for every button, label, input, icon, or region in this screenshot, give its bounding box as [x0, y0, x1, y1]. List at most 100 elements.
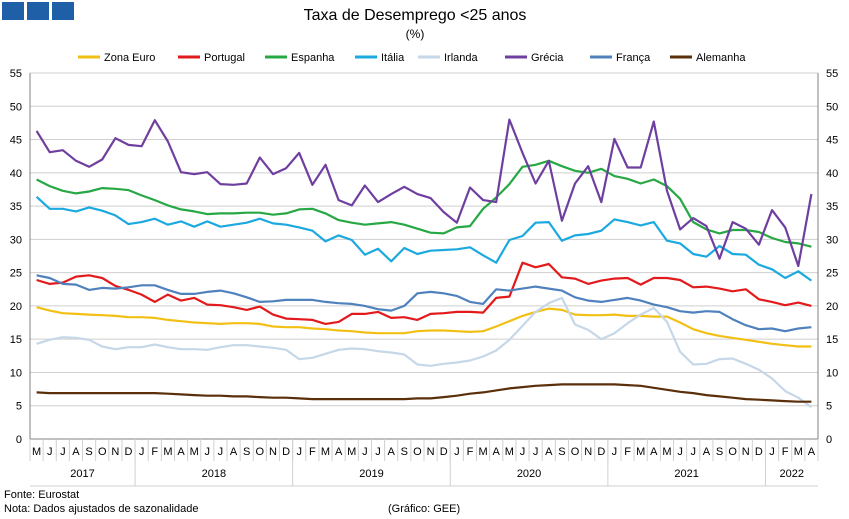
legend-label-portugal: Portugal	[204, 52, 245, 64]
x-tick-label: J	[690, 446, 696, 458]
y-tick-label-left: 10	[10, 367, 22, 379]
y-tick-label-right: 40	[826, 168, 838, 180]
y-tick-label-left: 0	[16, 434, 22, 446]
x-tick-label: M	[662, 446, 671, 458]
x-tick-label: J	[47, 446, 53, 458]
legend-label-grecia: Grécia	[531, 52, 564, 64]
x-tick-label: M	[636, 446, 645, 458]
gee-logo	[2, 2, 74, 20]
x-tick-label: A	[808, 446, 816, 458]
x-tick-label: O	[256, 446, 265, 458]
x-tick-label: D	[755, 446, 763, 458]
year-label: 2021	[674, 468, 698, 480]
y-tick-label-right: 30	[826, 234, 838, 246]
x-tick-label: J	[677, 446, 683, 458]
x-tick-label: M	[163, 446, 172, 458]
series-line-irlanda	[36, 296, 813, 408]
footer-credit: (Gráfico: GEE)	[388, 503, 461, 515]
series-line-italia	[35, 195, 813, 282]
x-tick-label: D	[597, 446, 605, 458]
x-tick-label: M	[32, 446, 41, 458]
x-tick-label: J	[205, 446, 211, 458]
x-tick-label: J	[60, 446, 66, 458]
y-tick-label-left: 20	[10, 301, 22, 313]
x-tick-label: M	[347, 446, 356, 458]
series-line-grecia	[35, 118, 813, 268]
x-tick-label: A	[177, 446, 185, 458]
legend-label-irlanda: Irlanda	[444, 52, 479, 64]
chart-title: Taxa de Desemprego <25 anos	[304, 7, 527, 24]
y-tick-label-right: 45	[826, 135, 838, 147]
year-label: 2018	[202, 468, 226, 480]
year-label: 2019	[359, 468, 383, 480]
gridlines	[30, 72, 818, 407]
logo-block-2	[27, 2, 49, 20]
x-tick-label: O	[413, 446, 422, 458]
series-line-franca	[36, 274, 812, 333]
x-tick-label: D	[282, 446, 290, 458]
x-tick-label: F	[624, 446, 631, 458]
y-tick-label-right: 15	[826, 334, 838, 346]
y-tick-label-left: 30	[10, 234, 22, 246]
x-tick-label: A	[335, 446, 343, 458]
x-tick-label: N	[427, 446, 435, 458]
x-tick-label: M	[190, 446, 199, 458]
x-tick-label: N	[269, 446, 277, 458]
x-tick-label: O	[728, 446, 737, 458]
y-tick-label-right: 35	[826, 201, 838, 213]
x-tick-label: O	[571, 446, 580, 458]
legend-label-franca: França	[616, 52, 651, 64]
x-tick-label: F	[782, 446, 789, 458]
x-tick-label: A	[493, 446, 501, 458]
y-tick-label-left: 15	[10, 334, 22, 346]
y-tick-label-left: 45	[10, 135, 22, 147]
footer-note: Nota: Dados ajustados de sazonalidade	[4, 503, 199, 515]
y-tick-label-right: 50	[826, 101, 838, 113]
x-tick-label: A	[545, 446, 553, 458]
x-tick-label: M	[794, 446, 803, 458]
x-tick-label: J	[139, 446, 145, 458]
x-tick-label: N	[742, 446, 750, 458]
y-tick-label-left: 55	[10, 68, 22, 80]
y-tick-label-left: 5	[16, 401, 22, 413]
y-axis-left: 0 5 10 15 20 25 30 35 40 45 50 55	[10, 68, 31, 446]
y-tick-label-right: 20	[826, 301, 838, 313]
x-tick-label: N	[584, 446, 592, 458]
series-line-alemanha	[36, 383, 812, 403]
y-tick-label-left: 40	[10, 168, 22, 180]
x-tick-label: O	[98, 446, 107, 458]
y-tick-label-left: 35	[10, 201, 22, 213]
year-label: 2017	[70, 468, 94, 480]
legend-label-espanha: Espanha	[291, 52, 335, 64]
x-tick-label: D	[125, 446, 133, 458]
x-tick-label: F	[309, 446, 316, 458]
series-line-espanha	[36, 159, 812, 248]
footer-source: Fonte: Eurostat	[4, 489, 80, 501]
x-tick-label: J	[362, 446, 368, 458]
chart-legend: Zona Euro Portugal Espanha Itália Irlanda Gré…	[78, 52, 746, 64]
x-tick-label: S	[401, 446, 408, 458]
x-tick-label: A	[72, 446, 80, 458]
x-tick-label: A	[703, 446, 711, 458]
y-tick-label-left: 25	[10, 268, 22, 280]
x-tick-label: S	[716, 446, 723, 458]
y-tick-label-right: 0	[826, 434, 832, 446]
logo-block-3	[52, 2, 74, 20]
x-tick-label: J	[454, 446, 460, 458]
x-tick-label: J	[296, 446, 302, 458]
year-label: 2020	[517, 468, 541, 480]
x-tick-label: A	[230, 446, 238, 458]
legend-label-zona-euro: Zona Euro	[104, 52, 155, 64]
x-tick-label: S	[558, 446, 565, 458]
x-tick-label: J	[520, 446, 526, 458]
y-tick-label-right: 55	[826, 68, 838, 80]
x-tick-label: J	[533, 446, 539, 458]
y-tick-label-right: 10	[826, 367, 838, 379]
x-tick-label: J	[612, 446, 618, 458]
series-lines	[35, 118, 813, 408]
x-tick-label: S	[243, 446, 250, 458]
year-label: 2022	[779, 468, 803, 480]
x-tick-label: A	[650, 446, 658, 458]
